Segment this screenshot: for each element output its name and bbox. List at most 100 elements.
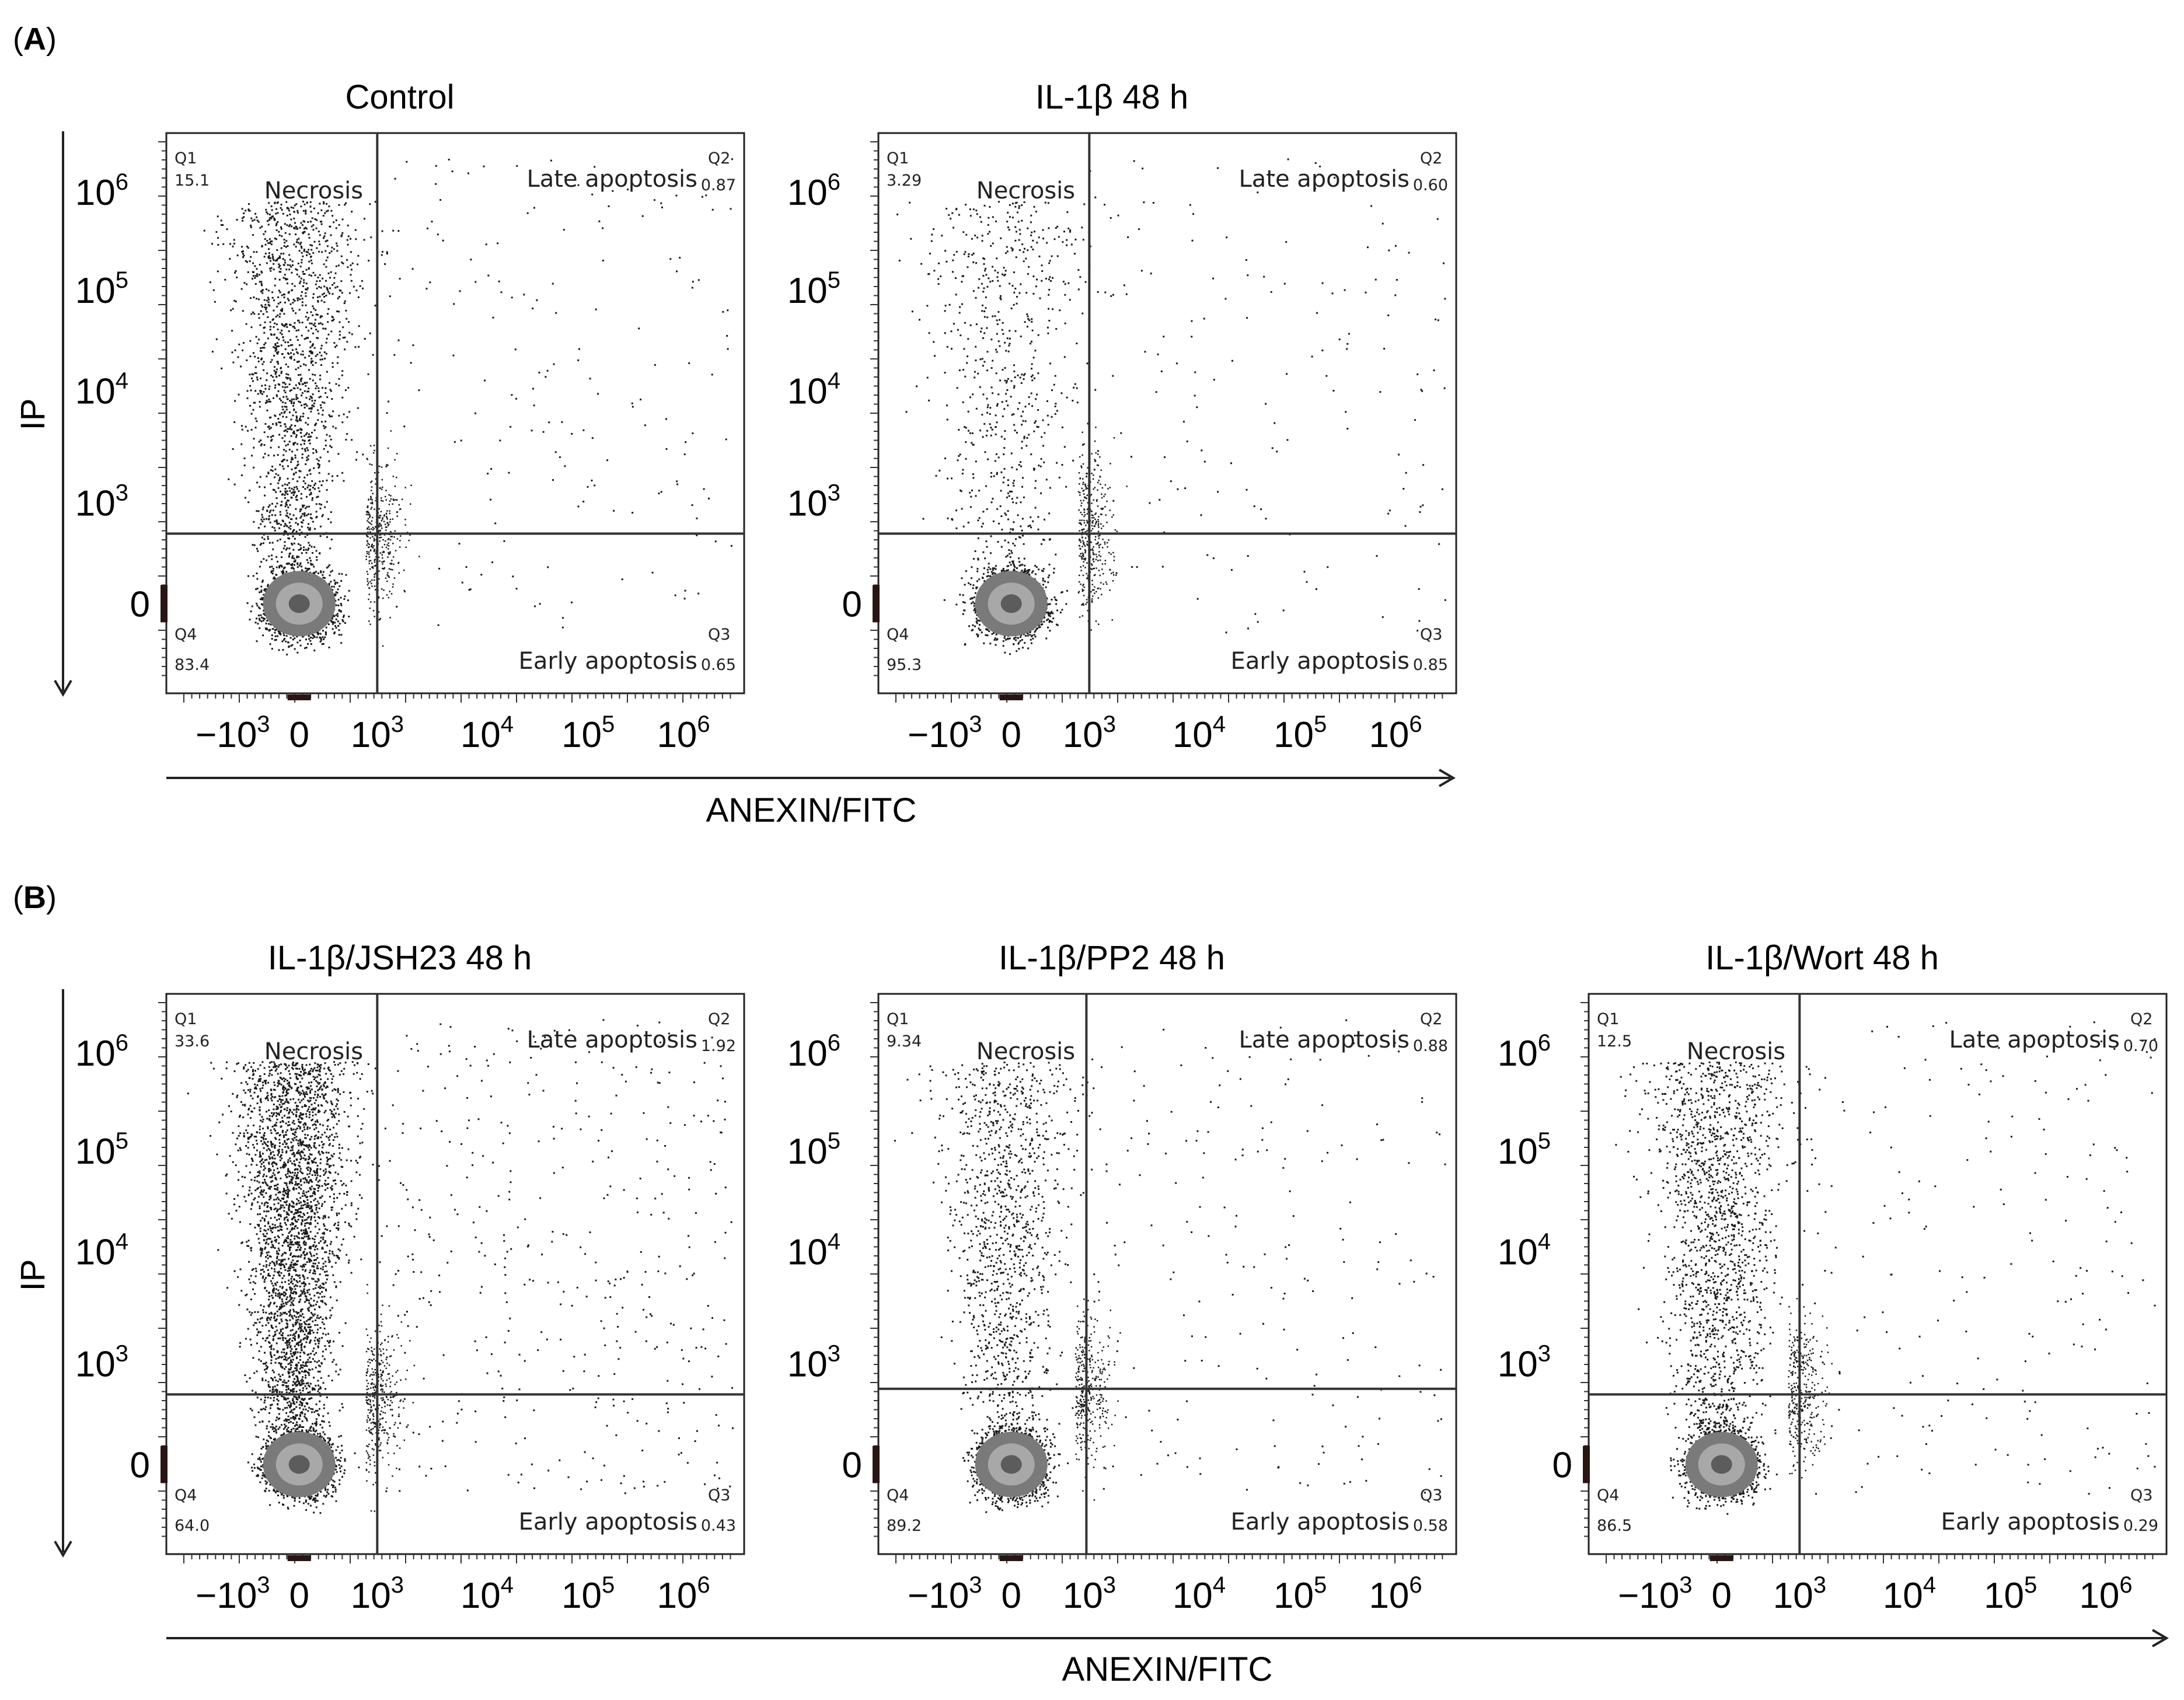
x-axis-label-b: ANEXIN/FITC xyxy=(1062,1650,1273,1688)
x-tick-label: 104 xyxy=(460,711,514,755)
x-tick-exp: 6 xyxy=(1409,711,1422,737)
y-tick-label: 0 xyxy=(130,1445,150,1485)
y-tick-label: 105 xyxy=(787,267,840,311)
x-tick-exp: 3 xyxy=(1679,1572,1692,1598)
x-tick-exp: 6 xyxy=(697,711,710,737)
density-core xyxy=(1711,1455,1732,1474)
panel-letter-a: (A) xyxy=(13,22,57,57)
plots: Control −103 0 103 104 105 106 106 105 104 103 0 Q1 1… xyxy=(75,78,2168,1616)
y-tick-label: 106 xyxy=(75,169,128,213)
quadrant-value: 0.58 xyxy=(1413,1517,1448,1535)
quadrant-value: 0.85 xyxy=(1413,656,1448,674)
plot-2: IL-1β/JSH23 48 h −103 0 103 104 105 106 106 105 1… xyxy=(75,939,745,1616)
zero-marker-y xyxy=(161,1446,168,1483)
x-tick-label: −103 xyxy=(1618,1572,1692,1616)
y-axis-label-b: IP xyxy=(14,1259,52,1291)
y-tick-label: 104 xyxy=(75,368,128,412)
y-tick-label: 103 xyxy=(787,480,840,524)
region-necrosis: Necrosis xyxy=(976,1038,1075,1065)
quadrant-value: 9.34 xyxy=(887,1032,922,1050)
quadrant-id: Q1 xyxy=(887,1010,909,1028)
x-tick-label: 106 xyxy=(1369,711,1422,755)
y-tick-label: 103 xyxy=(75,1341,128,1385)
y-tick-exp: 3 xyxy=(116,1341,128,1367)
x-tick-label: 104 xyxy=(1173,1572,1226,1616)
x-tick-exp: 3 xyxy=(969,1572,982,1598)
y-tick-exp: 3 xyxy=(1538,1341,1551,1367)
x-tick-exp: 4 xyxy=(501,1572,514,1598)
y-tick-label: 105 xyxy=(75,267,128,311)
x-tick-exp: 3 xyxy=(1103,1572,1116,1598)
minor-ticks xyxy=(158,1002,731,1563)
x-tick-label: 104 xyxy=(1173,711,1226,755)
quadrant-value: 0.88 xyxy=(1413,1037,1448,1055)
quadrant-value: 86.5 xyxy=(1597,1517,1632,1535)
region-early-apoptosis: Early apoptosis xyxy=(1941,1509,2120,1535)
scatter-points xyxy=(1615,1021,2156,1515)
density-core xyxy=(288,594,310,613)
quadrant-value: 1.92 xyxy=(701,1037,736,1055)
y-tick-label: 0 xyxy=(1552,1445,1572,1485)
plot-title: Control xyxy=(346,78,455,116)
x-tick-label: 103 xyxy=(1063,711,1116,755)
plot-4: IL-1β/Wort 48 h −103 0 103 104 105 106 106 105 10… xyxy=(1498,939,2168,1616)
quadrant-value: 12.5 xyxy=(1597,1032,1632,1050)
dots xyxy=(187,1019,734,1514)
region-early-apoptosis: Early apoptosis xyxy=(1231,1509,1410,1535)
quadrant-id: Q4 xyxy=(887,626,909,644)
x-tick-label: 106 xyxy=(1369,1572,1422,1616)
x-tick-label: 0 xyxy=(1001,715,1021,755)
y-tick-label: 106 xyxy=(1498,1030,1551,1074)
quadrant-id: Q2 xyxy=(2130,1010,2152,1028)
scatter-points xyxy=(187,1019,734,1514)
y-tick-label: 103 xyxy=(1498,1341,1551,1385)
region-early-apoptosis: Early apoptosis xyxy=(1231,648,1410,675)
quadrant-value: 0.70 xyxy=(2123,1037,2158,1055)
quadrant-value: 64.0 xyxy=(175,1517,210,1535)
dots xyxy=(203,158,733,656)
quadrant-id: Q1 xyxy=(887,149,909,167)
quadrant-id: Q2 xyxy=(1420,149,1442,167)
x-tick-label: 0 xyxy=(289,715,309,755)
y-axis-a: IP xyxy=(14,131,72,697)
x-tick-label: −103 xyxy=(908,1572,982,1616)
x-tick-label: 104 xyxy=(1883,1572,1936,1616)
minor-ticks xyxy=(158,141,731,703)
quadrant-id: Q4 xyxy=(1597,1486,1619,1504)
y-tick-exp: 5 xyxy=(116,1128,128,1154)
plot-0: Control −103 0 103 104 105 106 106 105 104 103 0 Q1 1… xyxy=(75,78,745,755)
quadrant-id: Q1 xyxy=(1597,1010,1619,1028)
y-tick-label: 105 xyxy=(1498,1128,1551,1172)
quadrant-value: 0.43 xyxy=(701,1517,736,1535)
panel-letter-a-text: A xyxy=(23,22,46,57)
x-tick-label: 0 xyxy=(1711,1576,1731,1616)
quadrant-value: 15.1 xyxy=(175,172,210,190)
quadrant-id: Q3 xyxy=(1420,626,1442,644)
quadrant-value: 0.87 xyxy=(701,176,736,194)
dots xyxy=(896,158,1446,655)
x-tick-label: −103 xyxy=(908,711,982,755)
x-tick-label: 103 xyxy=(351,711,404,755)
x-tick-exp: 6 xyxy=(1409,1572,1422,1598)
x-tick-label: 103 xyxy=(351,1572,404,1616)
x-tick-label: 106 xyxy=(657,1572,710,1616)
y-tick-exp: 4 xyxy=(828,368,840,394)
y-tick-label: 0 xyxy=(842,1445,862,1485)
x-axis-label-a: ANEXIN/FITC xyxy=(706,791,917,829)
quadrant-id: Q3 xyxy=(708,1486,730,1504)
zero-marker-x xyxy=(1709,1555,1733,1561)
y-tick-exp: 6 xyxy=(116,169,128,195)
x-tick-label: 105 xyxy=(561,711,615,755)
region-late-apoptosis: Late apoptosis xyxy=(1238,1027,1410,1053)
y-tick-exp: 6 xyxy=(116,1030,128,1056)
y-tick-label: 0 xyxy=(130,584,150,624)
x-tick-exp: 3 xyxy=(391,711,404,737)
region-necrosis: Necrosis xyxy=(264,177,363,204)
dots xyxy=(894,1019,1446,1513)
x-tick-label: 0 xyxy=(289,1576,309,1616)
quadrant-id: Q1 xyxy=(175,1010,197,1028)
scatter-points xyxy=(203,158,733,656)
x-tick-exp: 4 xyxy=(1923,1572,1936,1598)
scatter-points xyxy=(894,1019,1446,1513)
